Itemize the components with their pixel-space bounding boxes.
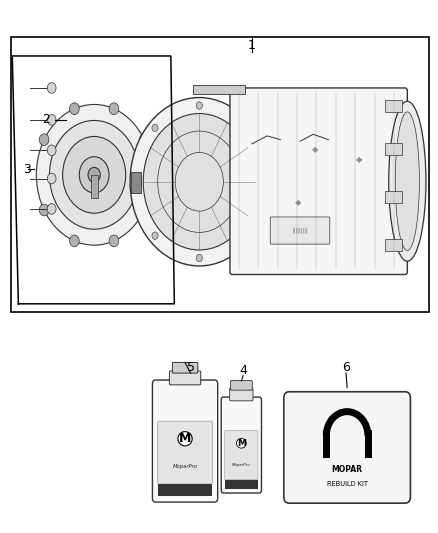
FancyBboxPatch shape [172,362,198,373]
FancyBboxPatch shape [158,421,212,484]
FancyBboxPatch shape [270,217,330,244]
Text: 5: 5 [187,361,194,374]
Circle shape [240,232,247,239]
Bar [158,484,212,496]
Text: M: M [179,432,191,445]
Text: MoparPro: MoparPro [173,464,198,469]
Circle shape [240,124,247,132]
Circle shape [109,103,119,115]
Text: 2: 2 [42,114,50,126]
Circle shape [196,102,202,109]
Bar [385,191,402,203]
Bar [91,175,98,198]
Circle shape [143,114,255,250]
Text: MOPAR: MOPAR [332,465,363,474]
Circle shape [139,134,149,146]
FancyBboxPatch shape [170,371,201,385]
Text: 1: 1 [248,39,256,52]
Text: REBUILD KIT: REBUILD KIT [327,481,367,487]
FancyBboxPatch shape [230,381,252,390]
Circle shape [196,254,202,262]
FancyBboxPatch shape [230,388,253,401]
Circle shape [49,120,139,229]
FancyBboxPatch shape [221,397,261,493]
Ellipse shape [389,101,426,261]
FancyBboxPatch shape [230,88,407,274]
Circle shape [47,83,56,93]
Circle shape [70,235,79,247]
Bar [385,239,402,251]
Circle shape [47,173,56,184]
Circle shape [134,178,140,185]
Bar [131,172,141,193]
Text: ◆: ◆ [356,156,362,164]
FancyBboxPatch shape [152,380,218,502]
Text: ◆: ◆ [312,145,318,154]
Text: 6: 6 [342,361,350,374]
Circle shape [39,204,49,216]
Circle shape [47,115,56,125]
Bar [385,143,402,155]
Text: 3: 3 [23,163,31,176]
Circle shape [139,204,149,216]
Bar [193,85,245,94]
FancyBboxPatch shape [284,392,410,503]
Bar [225,480,258,489]
Circle shape [63,136,126,213]
Circle shape [152,232,158,239]
Text: |||||||||: ||||||||| [292,228,308,233]
Circle shape [47,145,56,156]
Circle shape [36,104,152,245]
Circle shape [88,167,100,182]
Circle shape [79,157,109,193]
Ellipse shape [395,112,420,251]
FancyBboxPatch shape [225,431,258,480]
Circle shape [130,98,268,266]
Bar [385,100,402,112]
Circle shape [109,235,119,247]
Text: M: M [237,439,246,448]
Circle shape [152,124,158,132]
Text: 4: 4 [239,364,247,377]
Circle shape [259,178,265,185]
Text: ◆: ◆ [295,198,301,207]
Circle shape [39,134,49,146]
Text: MoparPro: MoparPro [232,463,251,467]
Bar [11,37,429,312]
Circle shape [47,204,56,214]
Circle shape [70,103,79,115]
